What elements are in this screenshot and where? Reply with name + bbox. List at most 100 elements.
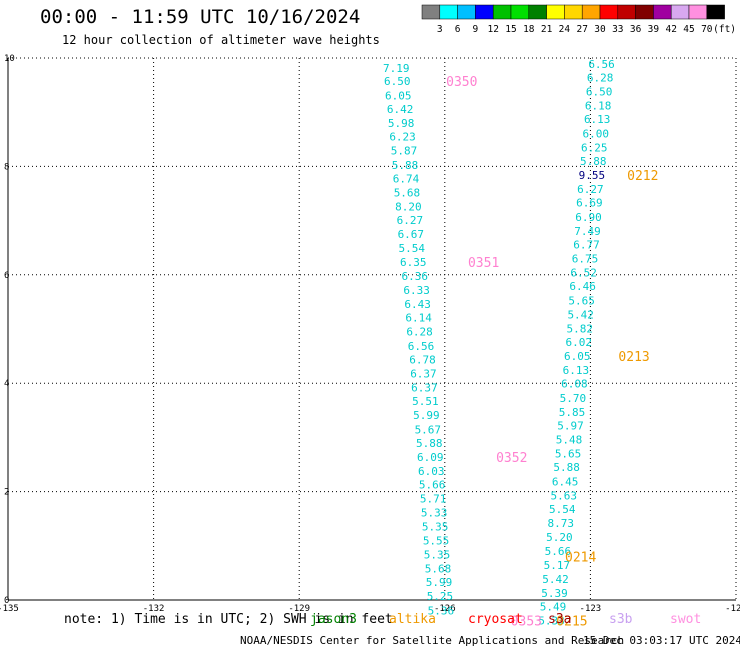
satellite-label-altika: altika (389, 612, 436, 627)
wave-height-label: 5.54 (399, 242, 426, 255)
x-tick-label: -135 (0, 604, 19, 614)
wave-height-label: 6.00 (582, 127, 609, 140)
credit-line: NOAA/NESDIS Center for Satellite Applica… (240, 634, 625, 647)
color-scale-label: 45 (683, 24, 694, 35)
wave-height-label: 5.68 (425, 563, 452, 576)
pass-time-label: 0213 (618, 350, 649, 365)
wave-height-label: 5.55 (423, 534, 450, 547)
wave-height-label: 6.50 (586, 86, 613, 99)
wave-height-label: 6.13 (584, 113, 611, 126)
wave-height-label: 6.52 (570, 267, 597, 280)
wave-height-label: 5.98 (388, 117, 415, 130)
wave-height-label: 6.14 (405, 312, 432, 325)
color-scale-label: 12 (487, 24, 498, 35)
wave-height-label: 6.28 (587, 72, 614, 85)
wave-height-label: 8.20 (395, 201, 422, 214)
wave-height-label: 5.65 (568, 294, 595, 307)
color-scale-label: 24 (559, 24, 571, 35)
satellite-label-cryosat: cryosat (468, 612, 523, 627)
pass-time-label: 0352 (496, 451, 527, 466)
wave-height-label: 5.49 (540, 601, 567, 614)
chart-subtitle: 12 hour collection of altimeter wave hei… (62, 33, 380, 47)
wave-height-label: 6.90 (575, 211, 602, 224)
wave-height-label: 6.75 (572, 253, 599, 266)
wave-height-label: 6.42 (387, 103, 414, 116)
wave-height-label: 5.25 (427, 590, 454, 603)
pass-time-label: 0214 (565, 551, 596, 566)
generated-timestamp: 15 Dec 03:03:17 UTC 2024 (583, 634, 740, 647)
wave-height-label: 6.35 (400, 256, 427, 269)
wave-height-label: 5.51 (412, 395, 439, 408)
wave-height-label: 5.99 (426, 576, 453, 589)
wave-height-label: 5.33 (421, 507, 448, 520)
wave-height-label: 6.77 (573, 238, 600, 251)
wave-height-label: 5.70 (560, 392, 587, 405)
wave-height-label: 5.85 (559, 406, 586, 419)
wave-height-label: 5.65 (555, 448, 582, 461)
color-scale-label: 21 (541, 24, 553, 35)
wave-height-label: 6.13 (563, 364, 590, 377)
wave-height-label: 6.56 (588, 58, 615, 71)
footer-note: note: 1) Time is in UTC; 2) SWH is in fe… (64, 612, 393, 627)
wave-height-label: 6.33 (403, 284, 430, 297)
y-tick-label: 6 (4, 271, 9, 281)
wave-height-label: 6.03 (418, 465, 445, 478)
wave-height-label: 6.27 (577, 183, 604, 196)
wave-height-label: 5.54 (549, 503, 576, 516)
color-scale-label: 18 (523, 24, 535, 35)
wave-height-label: 6.37 (410, 367, 437, 380)
pass-time-label: 0353 (511, 615, 542, 630)
wave-height-label: 6.69 (576, 197, 603, 210)
color-scale-label: 3 (437, 24, 443, 35)
pass-time-label: 0212 (627, 169, 658, 184)
color-scale-legend: 3 6 9 12 15 18 21 24 27 30 33 36 39 42 45 70 (ft) (421, 4, 736, 35)
wave-height-label: 8.73 (548, 517, 575, 530)
wave-height-label: 6.05 (385, 89, 412, 102)
satellite-label-swot: swot (670, 612, 702, 627)
color-scale-label: 42 (665, 24, 676, 35)
y-tick-label: 4 (4, 379, 9, 389)
wave-height-label: 5.20 (546, 531, 573, 544)
color-scale-label: 70 (701, 24, 713, 35)
pass-time-label: 0215 (556, 615, 587, 630)
wave-height-label: 6.18 (585, 100, 612, 113)
pass-time-label: 0350 (446, 75, 477, 90)
wave-height-label: 5.88 (580, 155, 607, 168)
wave-height-label: 5.66 (545, 545, 572, 558)
wave-height-label: 5.97 (557, 419, 584, 432)
x-tick-label: -132 (143, 604, 165, 614)
wave-height-label: 5.71 (420, 493, 447, 506)
x-tick-label: -129 (288, 604, 310, 614)
wave-height-label: 6.09 (417, 451, 444, 464)
color-scale-label: 36 (630, 24, 642, 35)
color-swatch (706, 4, 725, 20)
wave-height-label: 6.23 (389, 131, 416, 144)
wave-height-label: 6.67 (398, 228, 425, 241)
wave-height-label: 5.99 (413, 409, 440, 422)
wave-height-label: 5.33 (538, 615, 565, 628)
pass-time-label: 0351 (468, 256, 499, 271)
wave-height-label: 5.67 (415, 423, 442, 436)
wave-height-label: 6.46 (569, 280, 596, 293)
x-tick-label: -120 (725, 604, 740, 614)
wave-height-label: 6.74 (393, 172, 420, 185)
wave-height-label: 7.19 (383, 62, 410, 75)
color-scale-label: (ft) (713, 24, 736, 35)
color-scale-label: 6 (455, 24, 461, 35)
color-scale-label: 27 (576, 24, 587, 35)
wave-height-label: 5.35 (422, 520, 449, 533)
chart-title: 00:00 - 11:59 UTC 10/16/2024 (40, 6, 361, 28)
wave-height-label: 5.42 (542, 573, 569, 586)
x-tick-label: -123 (580, 604, 602, 614)
satellite-label-s3b: s3b (609, 612, 633, 627)
wave-height-label: 5.68 (394, 186, 421, 199)
satellite-label-s3a: s3a (548, 612, 572, 627)
wave-height-label: 6.02 (566, 336, 593, 349)
color-scale-label: 9 (473, 24, 479, 35)
wave-height-label: 6.36 (401, 270, 428, 283)
y-tick-label: 10 (4, 54, 15, 64)
wave-height-label: 5.66 (419, 479, 446, 492)
satellite-label-jason3: jason3 (310, 612, 357, 627)
wave-height-label: 5.17 (544, 559, 571, 572)
